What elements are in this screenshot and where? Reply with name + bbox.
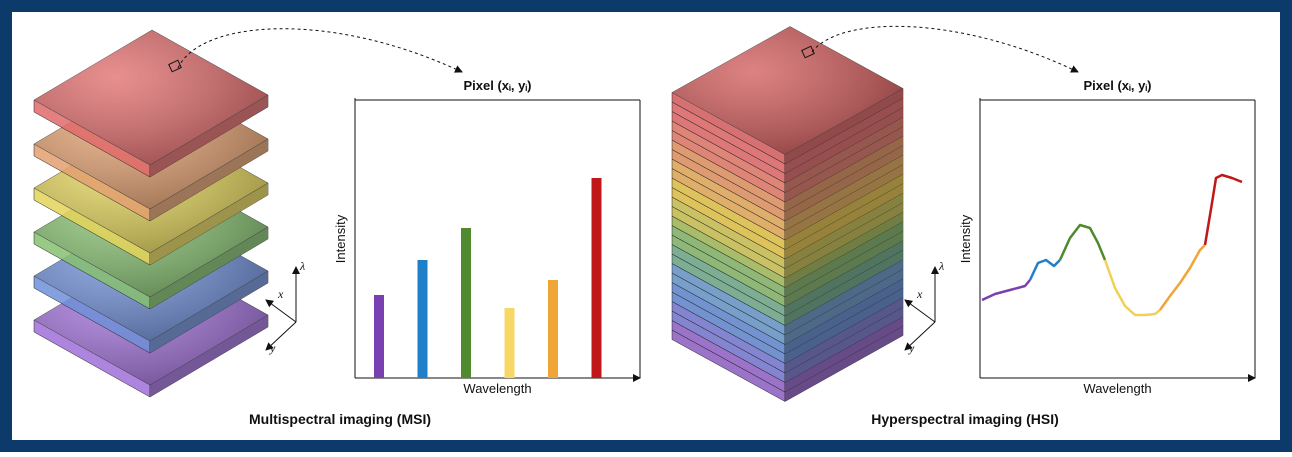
chart-title: Pixel (xᵢ, yᵢ) xyxy=(464,78,532,93)
y-axis-label: Intensity xyxy=(958,214,973,263)
x-axis-label: Wavelength xyxy=(1083,381,1151,396)
triad-label: x xyxy=(277,287,284,301)
triad-label: x xyxy=(916,287,923,301)
triad-label: λ xyxy=(299,259,305,273)
caption: Hyperspectral imaging (HSI) xyxy=(871,411,1059,427)
caption: Multispectral imaging (MSI) xyxy=(249,411,431,427)
bar xyxy=(592,178,602,378)
bar xyxy=(374,295,384,378)
x-axis-label: Wavelength xyxy=(463,381,531,396)
bar xyxy=(418,260,428,378)
figure: Multispectral imaging (MSI) Hyperspectra… xyxy=(0,0,1292,452)
y-axis-label: Intensity xyxy=(333,214,348,263)
chart-title: Pixel (xᵢ, yᵢ) xyxy=(1084,78,1152,93)
triad-label: y xyxy=(269,341,276,355)
triad-label: y xyxy=(908,341,915,355)
bar xyxy=(548,280,558,378)
triad-label: λ xyxy=(938,259,944,273)
bar xyxy=(461,228,471,378)
bar xyxy=(505,308,515,378)
